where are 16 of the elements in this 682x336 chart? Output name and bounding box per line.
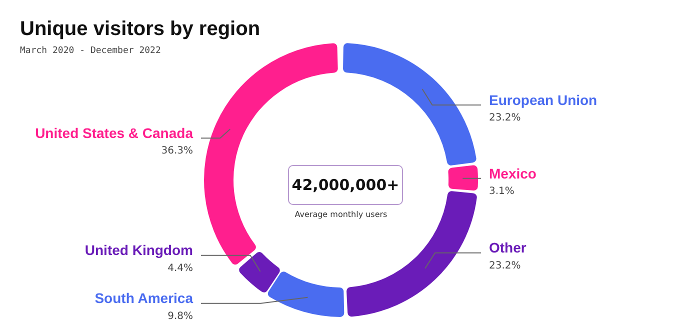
text: 42,000,000+ [288,165,403,205]
chart-title: Unique visitors by region [20,18,260,41]
slice-label: South America [94,290,194,306]
slice-label: Other [489,240,527,256]
chart-subtitle: March 2020 - December 2022 [20,46,161,56]
data-label: 36.3% [161,146,193,157]
data-label: 23.2% [489,112,521,124]
data-label: 4.4% [168,262,193,274]
slice-label: United Kingdom [84,242,193,258]
text: Average monthly users [294,210,388,219]
slice-label: European Union [489,92,598,108]
slice-label: Mexico [489,165,536,182]
data-label: 3.1% [489,186,514,198]
data-label: 23.2% [489,260,521,272]
slice-label: United States & Canada [35,124,194,141]
data-label: 9.8% [168,310,193,322]
